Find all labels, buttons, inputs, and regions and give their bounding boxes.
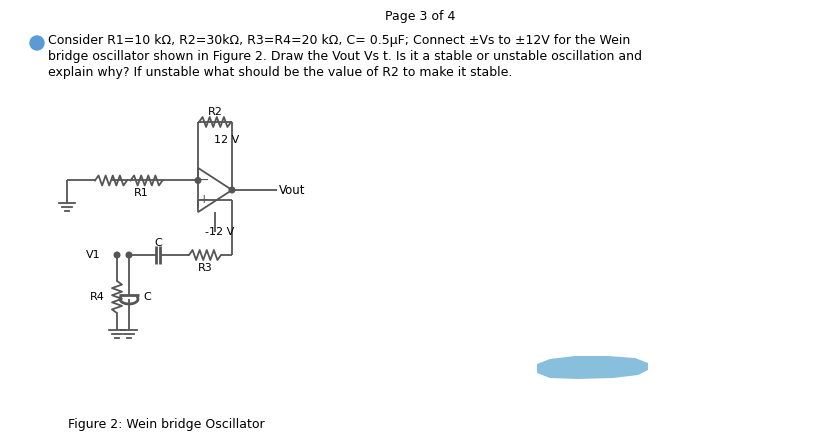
Circle shape bbox=[229, 187, 235, 193]
Text: bridge oscillator shown in Figure 2. Draw the Vout Vs t. Is it a stable or unsta: bridge oscillator shown in Figure 2. Dra… bbox=[48, 50, 642, 63]
Text: Page 3 of 4: Page 3 of 4 bbox=[385, 10, 455, 23]
Text: R2: R2 bbox=[207, 107, 223, 117]
Text: C: C bbox=[154, 238, 162, 248]
Text: R1: R1 bbox=[134, 188, 149, 198]
Text: Consider R1=10 kΩ, R2=30kΩ, R3=R4=20 kΩ, C= 0.5µF; Connect ±Vs to ±12V for the W: Consider R1=10 kΩ, R2=30kΩ, R3=R4=20 kΩ,… bbox=[48, 34, 630, 47]
Text: +: + bbox=[199, 193, 209, 206]
Circle shape bbox=[114, 252, 120, 258]
Text: -12 V: -12 V bbox=[205, 227, 234, 237]
Text: Vout: Vout bbox=[279, 183, 306, 197]
Text: 12 V: 12 V bbox=[214, 135, 239, 145]
Circle shape bbox=[30, 36, 44, 50]
Text: Figure 2: Wein bridge Oscillator: Figure 2: Wein bridge Oscillator bbox=[68, 418, 265, 431]
Text: V1: V1 bbox=[87, 250, 101, 260]
Text: R3: R3 bbox=[197, 263, 213, 273]
Circle shape bbox=[195, 178, 201, 183]
Text: explain why? If unstable what should be the value of R2 to make it stable.: explain why? If unstable what should be … bbox=[48, 66, 512, 79]
Text: R4: R4 bbox=[90, 292, 104, 302]
Text: C: C bbox=[143, 292, 150, 302]
Text: −: − bbox=[199, 174, 209, 187]
Circle shape bbox=[126, 252, 132, 258]
Polygon shape bbox=[537, 356, 648, 379]
